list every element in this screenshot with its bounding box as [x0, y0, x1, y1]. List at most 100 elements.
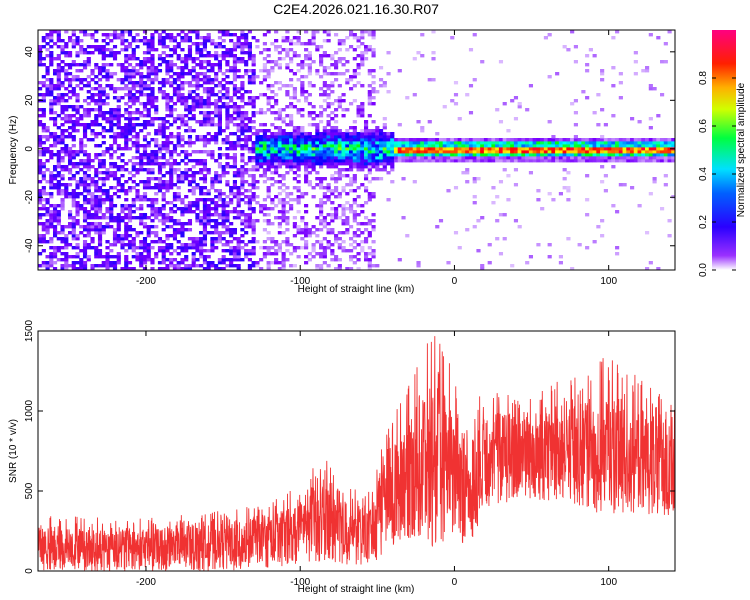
heatmap-cell: [90, 87, 95, 91]
heatmap-cell: [270, 162, 275, 166]
heatmap-cell: [262, 63, 267, 67]
heatmap-cell: [337, 129, 342, 133]
heatmap-cell: [322, 216, 327, 220]
heatmap-cell: [184, 156, 189, 160]
heatmap-cell: [135, 162, 140, 166]
heatmap-cell: [112, 177, 118, 181]
heatmap-cell: [262, 42, 267, 46]
heatmap-cell: [345, 201, 350, 205]
heatmap-cell: [408, 153, 414, 157]
heatmap-cell: [307, 147, 312, 151]
heatmap-cell: [405, 156, 410, 160]
heatmap-cell: [360, 240, 365, 244]
heatmap-cell: [558, 138, 563, 142]
heatmap-cell: [363, 189, 369, 193]
heatmap-cell: [214, 54, 219, 58]
heatmap-cell: [607, 159, 612, 163]
heatmap-cell: [131, 39, 136, 43]
heatmap-cell: [236, 69, 241, 73]
heatmap-cell: [296, 246, 301, 250]
heatmap-cell: [270, 147, 275, 151]
heatmap-cell: [142, 126, 148, 130]
heatmap-cell: [217, 204, 223, 208]
heatmap-cell: [49, 108, 54, 112]
heatmap-cell: [217, 90, 223, 94]
heatmap-cell: [334, 186, 339, 190]
heatmap-cell: [169, 246, 174, 250]
heatmap-cell: [270, 60, 275, 64]
heatmap-cell: [566, 147, 571, 151]
heatmap-cell: [109, 114, 114, 118]
heatmap-cell: [513, 144, 519, 148]
heatmap-cell: [270, 66, 275, 70]
heatmap-cell: [120, 165, 125, 169]
heatmap-cell: [184, 207, 189, 211]
heatmap-cell: [112, 54, 118, 58]
heatmap-cell: [124, 180, 129, 184]
heatmap-cell: [60, 48, 65, 52]
heatmap-cell: [112, 216, 118, 220]
heatmap-cell: [112, 141, 118, 145]
heatmap-cell: [206, 150, 211, 154]
heatmap-cell: [319, 150, 324, 154]
heatmap-cell: [345, 228, 350, 232]
heatmap-cell: [105, 72, 110, 76]
heatmap-cell: [169, 132, 174, 136]
heatmap-cell: [221, 255, 226, 259]
heatmap-cell: [596, 141, 601, 145]
heatmap-cell: [330, 141, 335, 145]
heatmap-cell: [139, 111, 144, 115]
heatmap-cell: [202, 177, 208, 181]
heatmap-cell: [611, 114, 616, 118]
heatmap-cell: [195, 207, 200, 211]
heatmap-cell: [180, 96, 185, 100]
heatmap-cell: [244, 33, 249, 37]
heatmap-cell: [169, 180, 174, 184]
heatmap-cell: [311, 117, 316, 121]
heatmap-cell: [517, 159, 522, 163]
heatmap-cell: [221, 207, 226, 211]
heatmap-cell: [86, 165, 91, 169]
heatmap-cell: [266, 141, 271, 145]
heatmap-cell: [165, 147, 170, 151]
heatmap-cell: [169, 69, 174, 73]
heatmap-cell: [270, 153, 275, 157]
heatmap-cell: [41, 39, 46, 43]
heatmap-cell: [281, 141, 286, 145]
heatmap-cell: [453, 231, 459, 235]
heatmap-cell: [281, 219, 286, 223]
heatmap-cell: [38, 144, 43, 148]
heatmap-cell: [60, 111, 65, 115]
heatmap-cell: [360, 150, 365, 154]
heatmap-cell: [165, 78, 170, 82]
heatmap-cell: [468, 84, 474, 88]
heatmap-cell: [319, 45, 324, 49]
heatmap-cell: [251, 168, 256, 172]
heatmap-cell: [180, 243, 185, 247]
heatmap-cell: [45, 168, 50, 172]
heatmap-cell: [94, 48, 99, 52]
heatmap-cell: [277, 114, 282, 118]
heatmap-cell: [67, 195, 73, 199]
heatmap-cell: [480, 147, 485, 151]
heatmap-cell: [169, 177, 174, 181]
heatmap-cell: [60, 132, 65, 136]
heatmap-cell: [386, 90, 391, 94]
heatmap-cell: [240, 246, 245, 250]
heatmap-cell: [517, 141, 522, 145]
heatmap-cell: [363, 48, 369, 52]
heatmap-cell: [154, 207, 159, 211]
heatmap-cell: [240, 57, 245, 61]
heatmap-cell: [251, 63, 256, 67]
heatmap-cell: [240, 126, 245, 130]
heatmap-cell: [161, 183, 166, 187]
heatmap-cell: [127, 33, 133, 37]
heatmap-cell: [566, 237, 571, 241]
heatmap-cell: [101, 117, 106, 121]
heatmap-cell: [217, 120, 223, 124]
heatmap-cell: [112, 192, 118, 196]
heatmap-cell: [334, 216, 339, 220]
heatmap-cell: [251, 81, 256, 85]
heatmap-cell: [236, 195, 241, 199]
heatmap-cell: [172, 198, 178, 202]
